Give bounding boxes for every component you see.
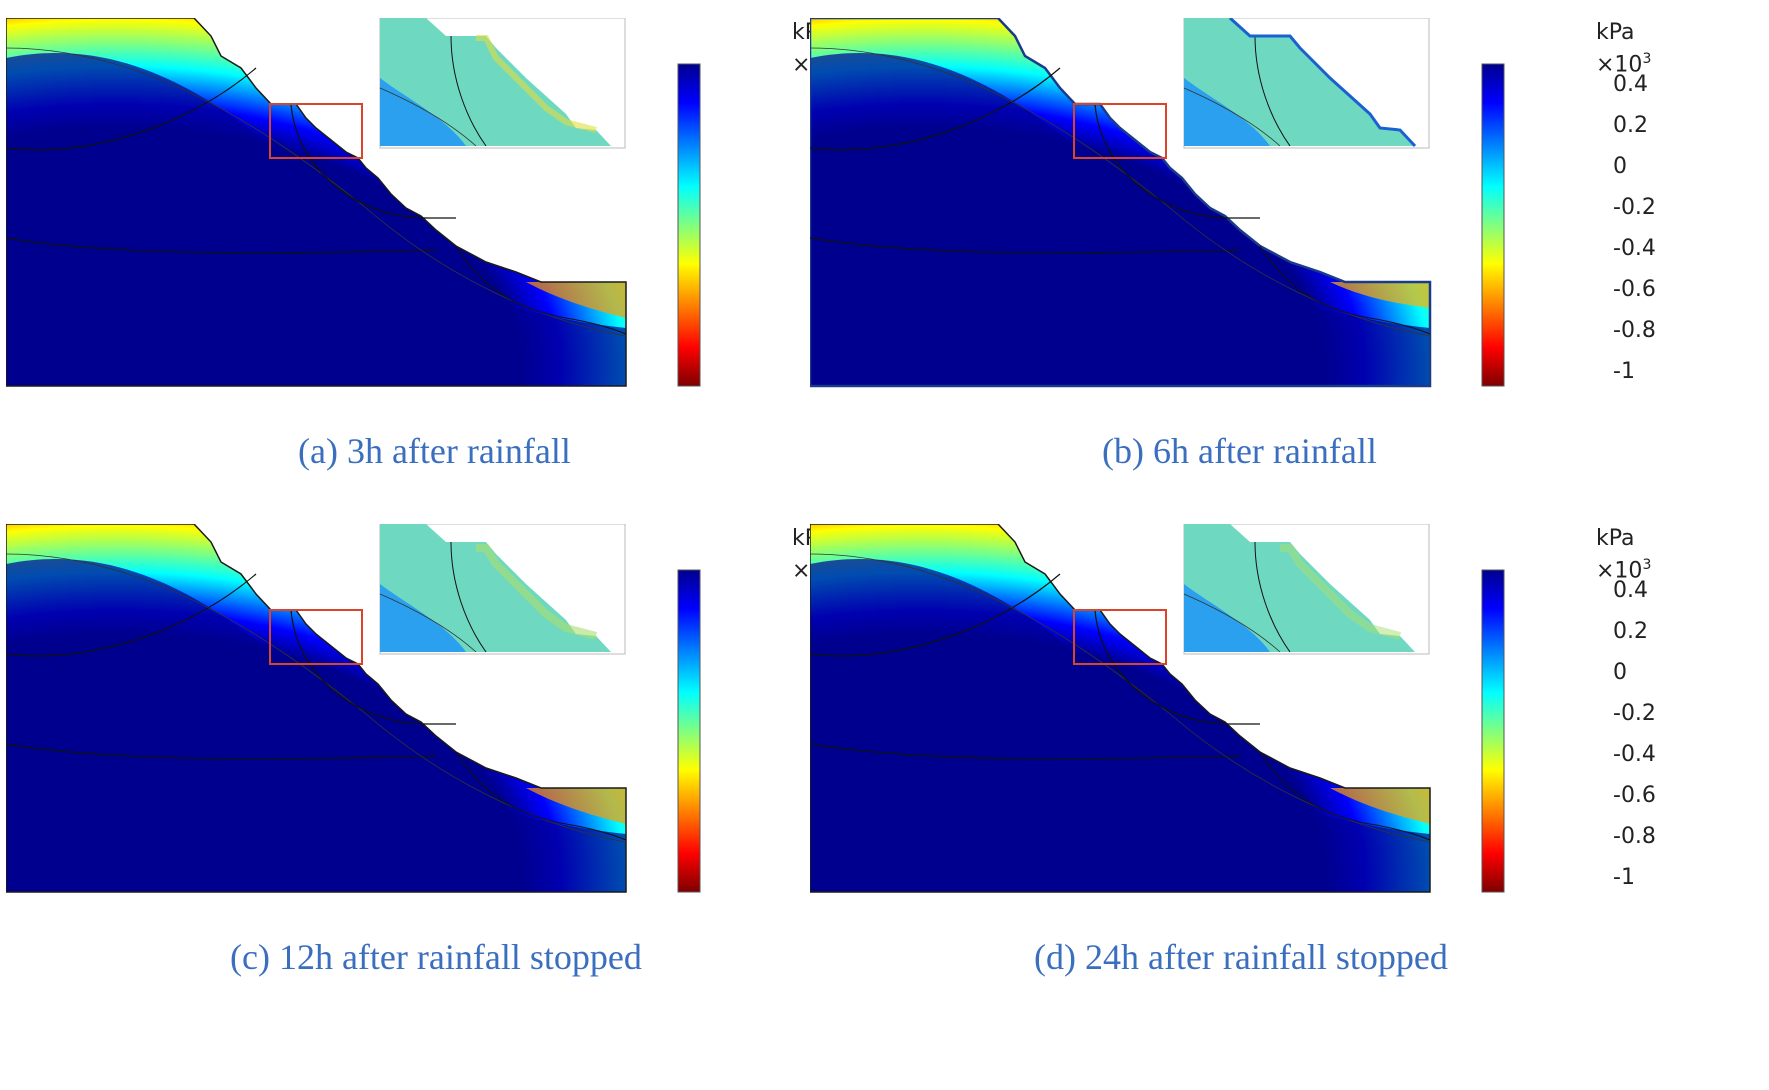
- colorbar-tick: -0.4: [1613, 742, 1656, 767]
- panel-caption: (d) 24h after rainfall stopped: [1034, 937, 1448, 977]
- panel-b: kPa ×103 0.4 0.2 0 -0.2 -0.4 -0.6 -0.8 -1…: [810, 18, 1690, 563]
- colorbar-tick: -1: [1613, 359, 1635, 384]
- panel-caption: (c) 12h after rainfall stopped: [230, 937, 642, 977]
- pressure-field-plot: [810, 524, 1431, 893]
- colorbar-tick: -0.8: [1613, 318, 1656, 343]
- colorbar-tick: -0.6: [1613, 277, 1656, 302]
- colorbar-tick: -0.6: [1613, 783, 1656, 808]
- colorbar-tick: -1: [1613, 865, 1635, 890]
- colorbar-tick: -0.8: [1613, 824, 1656, 849]
- panel-d: kPa ×103 0.4 0.2 0 -0.2 -0.4 -0.6 -0.8 -1…: [810, 524, 1690, 1069]
- panel-caption: (a) 3h after rainfall: [298, 431, 571, 471]
- colorbar-tick: 0.4: [1613, 578, 1648, 603]
- colorbar-tick: 0: [1613, 154, 1627, 179]
- panel-caption: (b) 6h after rainfall: [1102, 431, 1377, 471]
- colorbar-tick: -0.2: [1613, 701, 1656, 726]
- colorbar-unit: kPa×103: [1596, 526, 1652, 584]
- pressure-field-plot: [6, 18, 627, 387]
- colorbar-tick: -0.4: [1613, 236, 1656, 261]
- panel-a: kPa×103 0.4 0.2 0 -0.2 -0.4 -0.6 -0.8 -1…: [6, 18, 886, 563]
- pressure-field-plot: [6, 524, 627, 893]
- colorbar-tick: 0: [1613, 660, 1627, 685]
- colorbar-unit: kPa×103: [1596, 20, 1652, 78]
- panel-c: kPa×103 0.4 0.2 0 -0.2 -0.4 -0.6 -0.8 -1…: [6, 524, 886, 1069]
- colorbar-tick: 0.2: [1613, 113, 1648, 138]
- colorbar-tick: 0.4: [1613, 72, 1648, 97]
- pressure-field-plot: [810, 18, 1432, 388]
- colorbar-tick: -0.2: [1613, 195, 1656, 220]
- colorbar-tick: 0.2: [1613, 619, 1648, 644]
